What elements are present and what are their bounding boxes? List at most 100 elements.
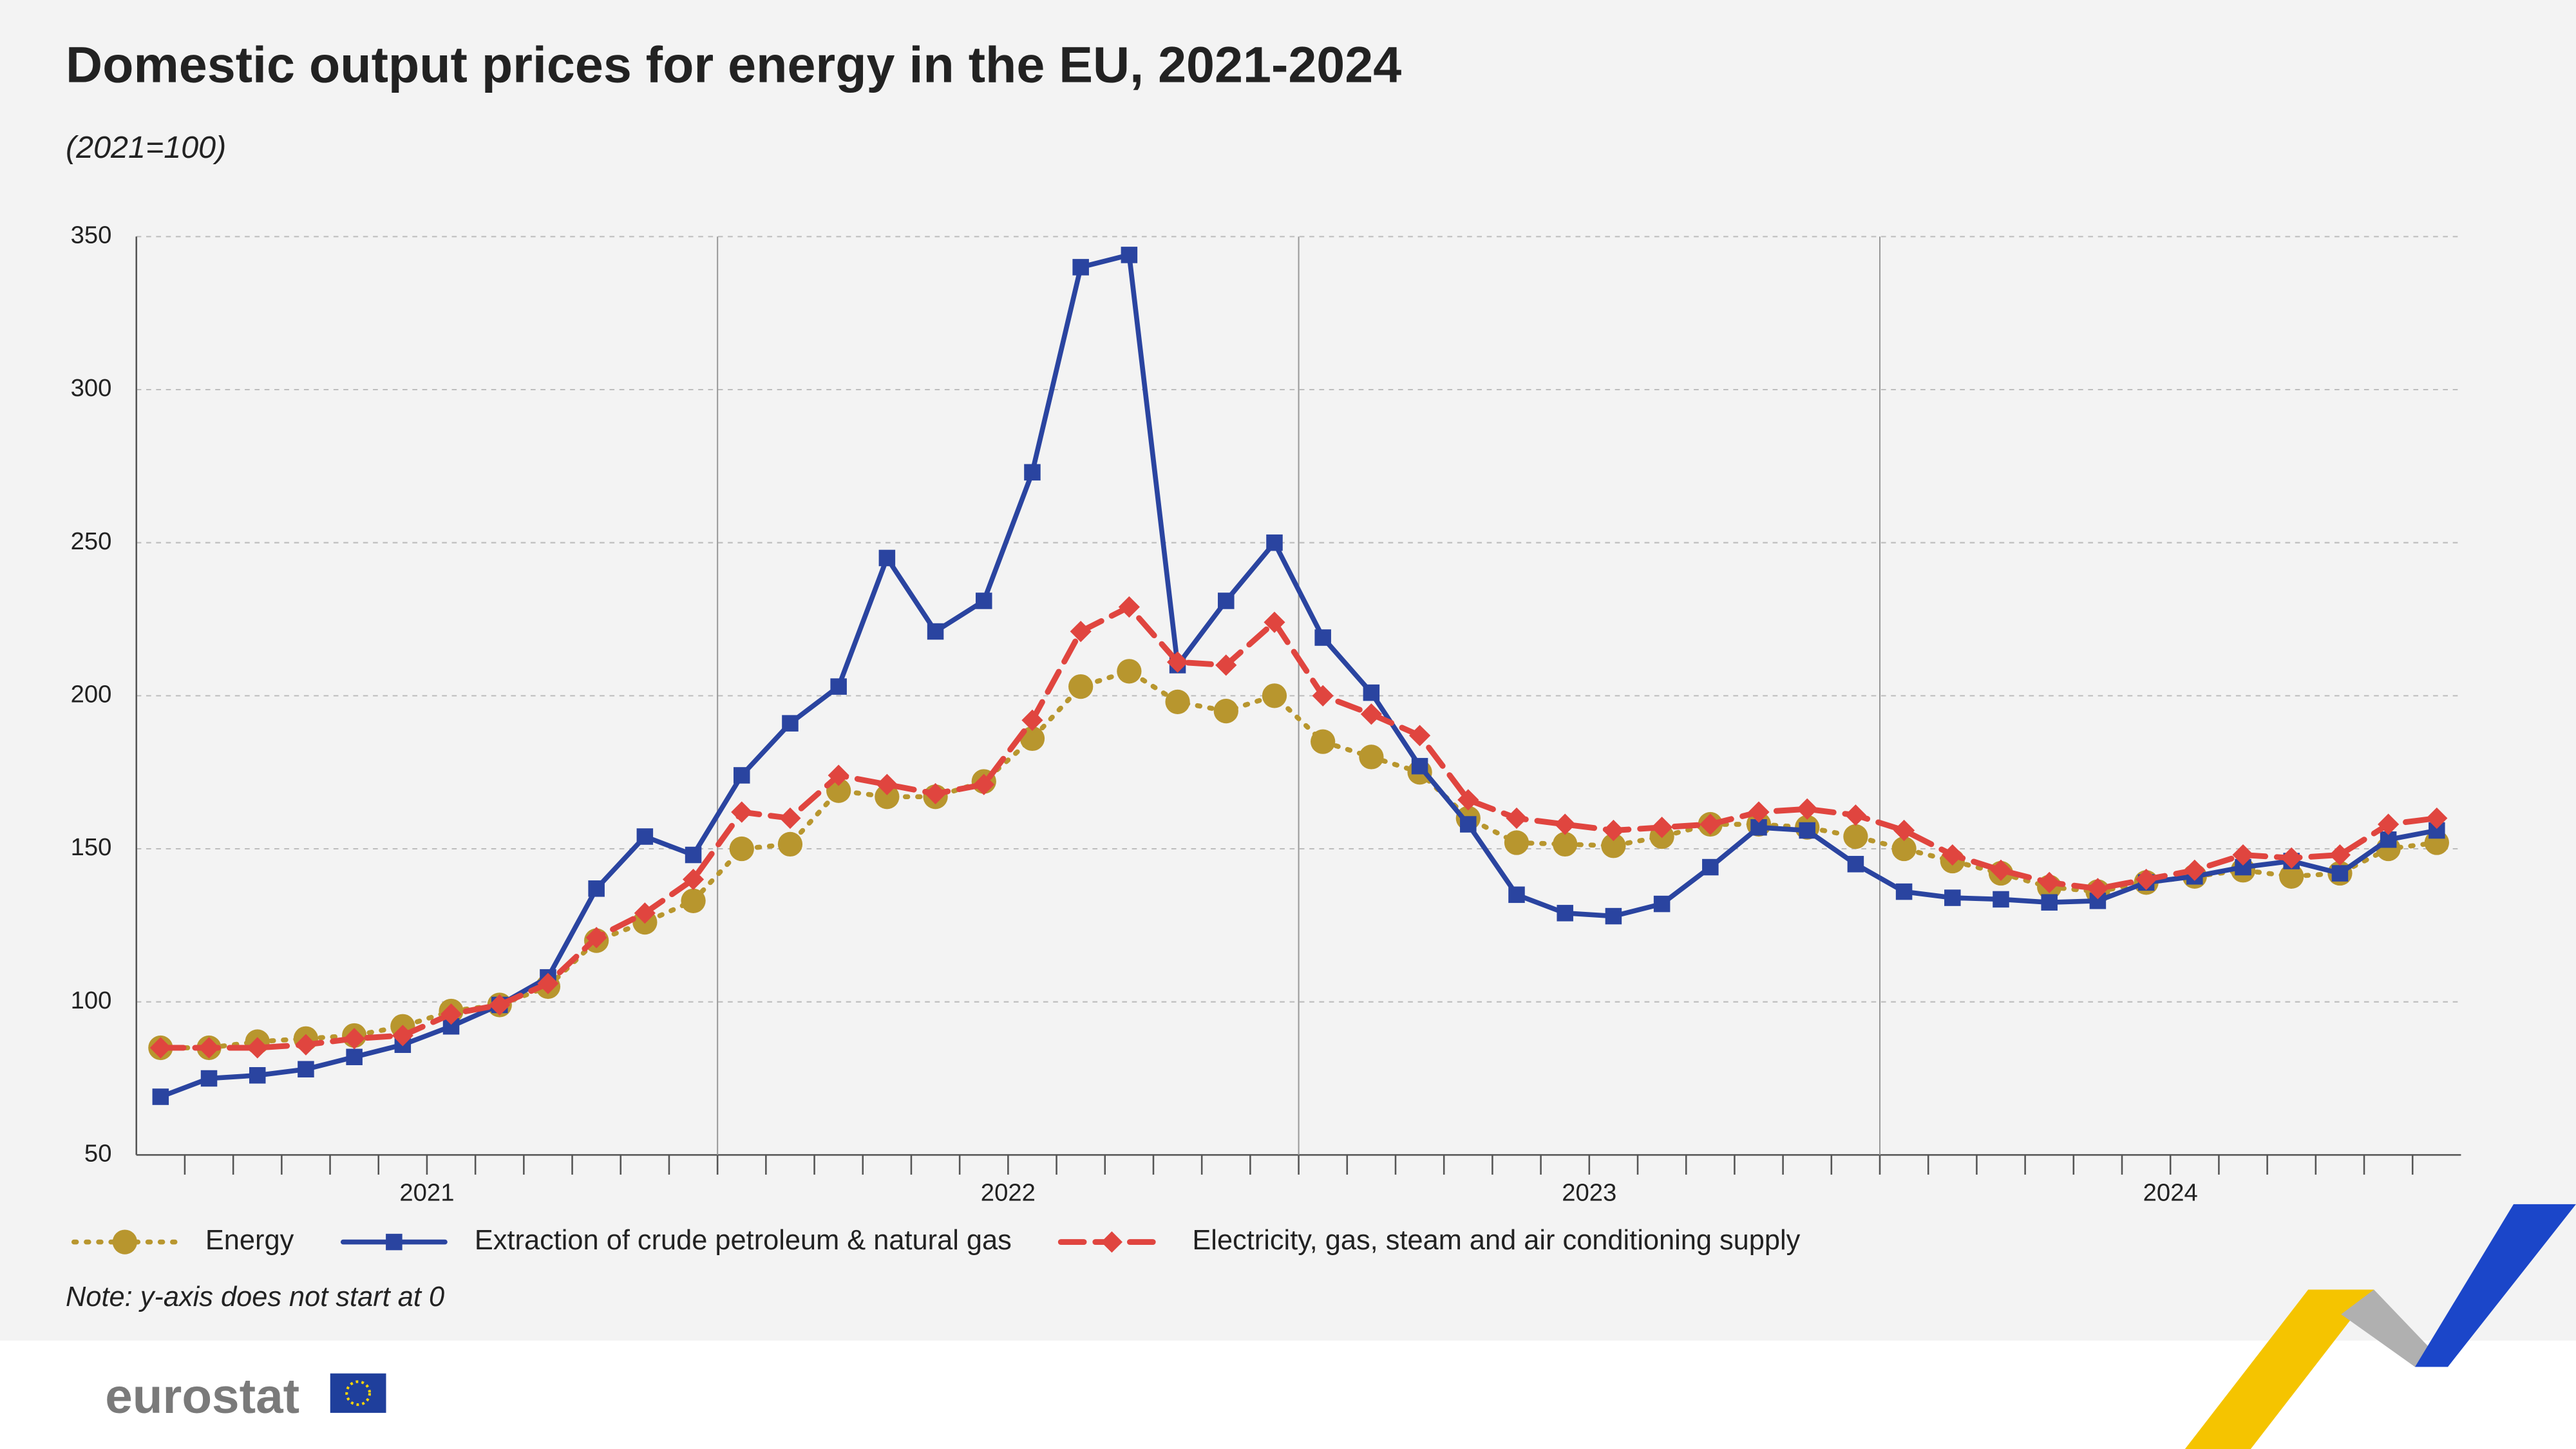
data-point [200,1070,218,1087]
data-point [1411,757,1428,775]
y-tick-label: 50 [84,1139,112,1167]
y-tick-label: 350 [71,221,112,249]
data-point [734,767,750,784]
data-point [295,1034,317,1056]
data-point [1799,822,1815,839]
data-point [2378,813,2400,835]
data-point [2038,871,2060,893]
data-point [2426,807,2448,829]
chevron-yellow [2184,1289,2374,1449]
data-point [1262,683,1287,708]
chart-subtitle: (2021=100) [66,130,226,165]
data-point [1942,844,1964,866]
data-point [1165,689,1190,714]
data-point [298,1061,314,1078]
data-point [588,880,605,897]
data-point [976,592,992,609]
data-point [685,846,702,864]
eu-flag [330,1373,386,1413]
data-point [1363,684,1380,701]
data-point [1218,592,1235,609]
eu-stars [345,1380,372,1406]
data-point [1266,534,1283,551]
data-point [1602,819,1624,842]
y-tick-label: 300 [71,374,112,402]
data-point [149,1037,171,1059]
data-point [2232,844,2254,866]
data-point [878,549,896,567]
data-point [828,764,849,786]
data-point [249,1067,266,1084]
data-point [1314,629,1331,646]
data-point [346,1048,363,1066]
data-point [2041,894,2058,911]
x-group-label: 2022 [981,1179,1036,1207]
chevron-gray [2341,1289,2448,1367]
data-point [681,888,706,913]
data-point [1213,698,1238,724]
data-point [1895,883,1913,900]
data-point [198,1037,220,1059]
logo: eurostat [105,1369,386,1424]
data-point [2331,865,2349,882]
data-point [1700,813,1721,835]
data-point [1024,464,1041,481]
data-point [924,782,947,805]
data-point [2279,864,2304,889]
data-point [1847,856,1864,873]
data-point [585,927,607,949]
logo-text: eurostat [105,1369,299,1424]
data-point [1506,807,1528,829]
data-point [1311,729,1336,754]
x-group-label: 2024 [2143,1179,2198,1207]
y-tick-label: 200 [71,680,112,708]
data-point [1121,247,1138,263]
data-point [927,623,944,640]
data-point [440,1003,462,1025]
data-point [1891,836,1917,862]
y-tick-label: 250 [71,527,112,555]
chevron-blue [2415,1204,2576,1367]
legend-marker [386,1233,402,1251]
data-point [636,828,654,845]
data-point [1796,798,1818,820]
data-point [1554,813,1576,835]
data-point [1601,833,1626,858]
data-point [1117,659,1142,684]
data-point [782,715,799,732]
data-point [1070,620,1092,643]
note: Note: y-axis does not start at 0 [66,1282,444,1312]
data-point [1504,830,1530,855]
data-point [1072,259,1089,276]
data-point [1653,895,1671,913]
decoration [2184,1204,2576,1449]
data-point [1748,801,1770,823]
data-point [1264,611,1285,633]
data-point [1118,596,1140,618]
data-point [1605,907,1622,925]
data-point [777,831,803,857]
x-group-label: 2023 [1562,1179,1616,1207]
y-tick-label: 150 [71,833,112,861]
data-point [1557,905,1573,922]
data-point [1702,858,1719,876]
legend-label: Extraction of crude petroleum & natural … [475,1225,1012,1256]
data-point [247,1037,269,1059]
data-point [1068,674,1094,699]
data-point [876,773,898,795]
data-point [2087,878,2108,900]
y-tick-label: 100 [71,987,112,1014]
data-point [2280,847,2302,869]
chart-title: Domestic output prices for energy in the… [66,36,1401,93]
data-point [152,1088,169,1105]
data-point [973,773,995,795]
data-point [2136,868,2157,891]
data-point [1990,859,2012,881]
data-point [875,784,900,810]
chart-background [0,0,2576,1341]
data-point [1460,816,1477,833]
data-point [1359,744,1384,770]
data-point [537,972,559,994]
data-point [1944,889,1961,906]
